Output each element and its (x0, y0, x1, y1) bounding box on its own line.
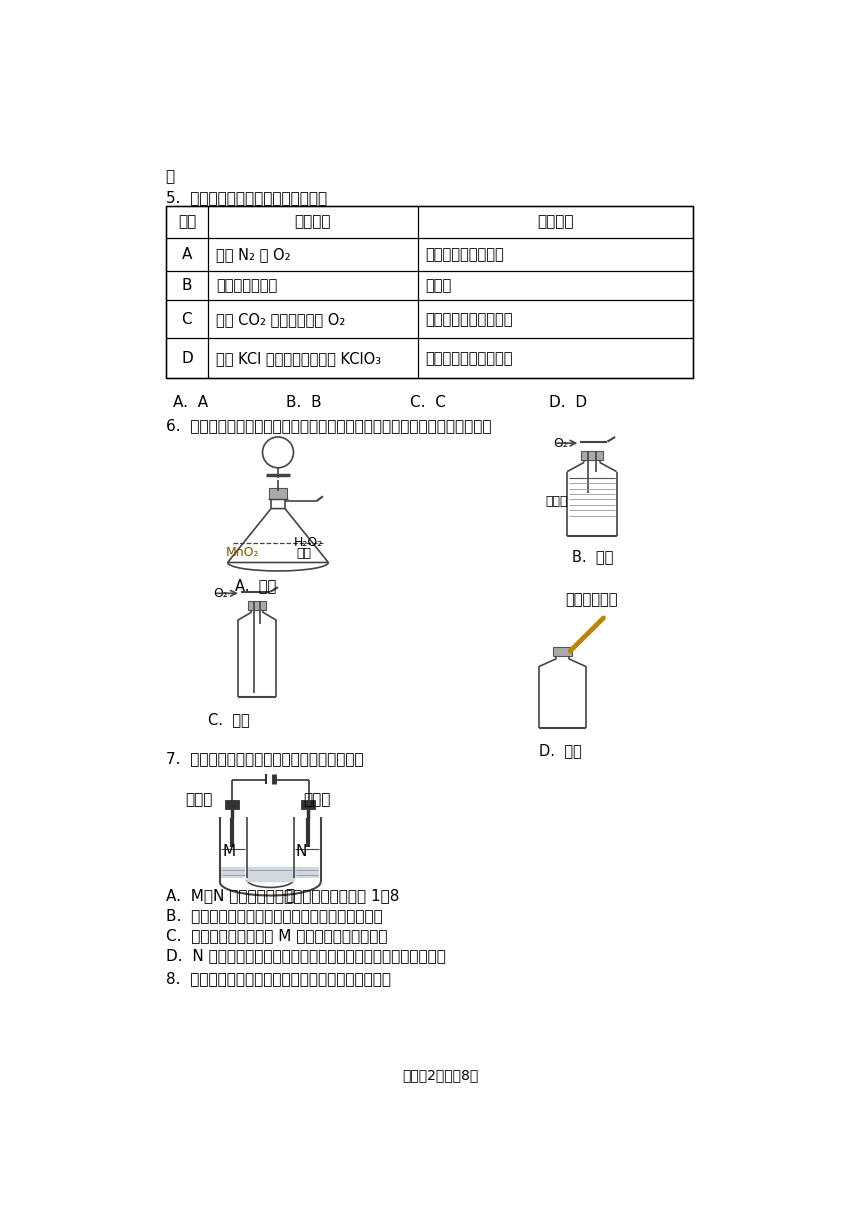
Text: D.  D: D. D (550, 395, 587, 411)
Text: 加少量二氧化锰，加热: 加少量二氧化锰，加热 (425, 351, 513, 366)
Text: B: B (181, 277, 192, 293)
Bar (301, 800, 316, 809)
Bar (225, 800, 239, 809)
Text: B.  水中可加入少量硫酸钠或氢氧化钠以增强导电性: B. 水中可加入少量硫酸钠或氢氧化钠以增强导电性 (166, 908, 383, 923)
Text: H₂O₂: H₂O₂ (293, 535, 322, 548)
Text: A: A (181, 247, 192, 261)
Text: 鉴别 N₂ 和 O₂: 鉴别 N₂ 和 O₂ (216, 247, 291, 261)
Text: 闻气味: 闻气味 (425, 277, 452, 293)
Text: C.  收集: C. 收集 (208, 713, 250, 727)
Text: D: D (181, 351, 193, 366)
Text: 除去 KCl 固体中混有的少量 KClO₃: 除去 KCl 固体中混有的少量 KClO₃ (216, 351, 381, 366)
Text: N: N (296, 844, 307, 858)
Text: 带火星的木条: 带火星的木条 (565, 592, 617, 607)
Text: 将气体通过灼热的铜网: 将气体通过灼热的铜网 (425, 311, 513, 327)
Text: 5.  下列有关实验方案设计不合理的是: 5. 下列有关实验方案设计不合理的是 (166, 191, 327, 206)
Text: O₂: O₂ (213, 587, 229, 601)
Bar (581, 451, 603, 460)
Text: 实验方案: 实验方案 (537, 215, 574, 230)
Text: 上: 上 (166, 169, 175, 184)
Text: 鉴别酒精和食醋: 鉴别酒精和食醋 (216, 277, 277, 293)
Text: A.  A: A. A (174, 395, 208, 411)
Text: 石墨棒: 石墨棒 (303, 792, 330, 807)
Text: MnO₂: MnO₂ (225, 546, 259, 559)
Bar (166, 206, 692, 378)
Text: B.  B: B. B (286, 395, 322, 411)
Text: C: C (181, 311, 193, 327)
Text: 6.  氧气是人类活动的必需的物质之一，下列与氧气有关的实验装置图错误的是: 6. 氧气是人类活动的必需的物质之一，下列与氧气有关的实验装置图错误的是 (166, 418, 491, 433)
Text: 用带火星的木条检验: 用带火星的木条检验 (425, 247, 504, 261)
Bar (295, 867, 319, 878)
Text: 石墨棒: 石墨棒 (185, 792, 212, 807)
Text: O₂: O₂ (553, 437, 568, 450)
Text: 试卷第2页，共8页: 试卷第2页，共8页 (402, 1069, 479, 1082)
Text: D.  验满: D. 验满 (539, 743, 582, 759)
Bar (268, 488, 287, 499)
Text: 选项: 选项 (178, 215, 196, 230)
Bar (248, 601, 267, 610)
Text: A.  M、N 两导管口处收集的气体质量之比是 1：8: A. M、N 两导管口处收集的气体质量之比是 1：8 (166, 888, 399, 903)
Text: 实验目的: 实验目的 (295, 215, 331, 230)
Text: A.  制取: A. 制取 (236, 578, 277, 593)
Bar (553, 647, 572, 657)
Text: 水: 水 (286, 888, 295, 903)
Text: C.  将带火星的木条放在 M 导管口处，木条会复燃: C. 将带火星的木条放在 M 导管口处，木条会复燃 (166, 928, 387, 944)
Text: 浓硫酸: 浓硫酸 (545, 495, 568, 508)
Text: 7.  用如图所示装置电解水，下列说法错误的是: 7. 用如图所示装置电解水，下列说法错误的是 (166, 751, 363, 766)
Text: 溶液: 溶液 (297, 547, 311, 561)
Text: C.  C: C. C (409, 395, 445, 411)
Text: B.  干燥: B. 干燥 (573, 550, 614, 564)
Text: M: M (223, 844, 237, 858)
Bar (221, 867, 245, 878)
Text: D.  N 处收集的气体，靠近火焰，若发出尖锐的爆鸣声，说明不纯: D. N 处收集的气体，靠近火焰，若发出尖锐的爆鸣声，说明不纯 (166, 948, 445, 963)
Text: 8.  在双氧水制取氧气实验中，一定不需用到的仪器是: 8. 在双氧水制取氧气实验中，一定不需用到的仪器是 (166, 972, 390, 986)
Text: 除去 CO₂ 中混有的少量 O₂: 除去 CO₂ 中混有的少量 O₂ (216, 311, 346, 327)
